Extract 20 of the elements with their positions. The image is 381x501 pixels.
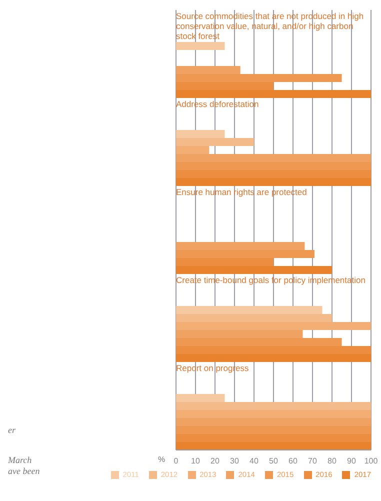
x-axis-title: % — [158, 455, 166, 464]
x-tick-label: 0 — [174, 456, 179, 466]
y-tick-label: Create time-bound goals for policy implementation — [176, 275, 366, 285]
y-tick-label: Ensure human rights are protected — [176, 187, 308, 197]
x-tick-label: 90 — [347, 456, 356, 466]
x-tick-label: 10 — [191, 456, 200, 466]
x-tick-label: 70 — [308, 456, 318, 466]
x-tick-label: 30 — [230, 456, 240, 466]
y-tick-label: Address deforestation — [176, 99, 260, 109]
x-tick-label: 100 — [364, 456, 378, 466]
text: er — [8, 425, 16, 435]
y-tick-label: Source commodities that are not produced in high conservation value, natural, and/or high carbon stock forest — [176, 11, 365, 41]
x-tick-label: 20 — [210, 456, 220, 466]
text: ave been — [8, 466, 40, 476]
x-tick-label: 60 — [288, 456, 298, 466]
x-tick-label: 50 — [269, 456, 278, 466]
x-tick-label: 40 — [250, 456, 259, 466]
text: March — [8, 455, 32, 465]
x-tick-label: 80 — [328, 456, 337, 466]
y-tick-label: Report on progress — [176, 363, 250, 373]
